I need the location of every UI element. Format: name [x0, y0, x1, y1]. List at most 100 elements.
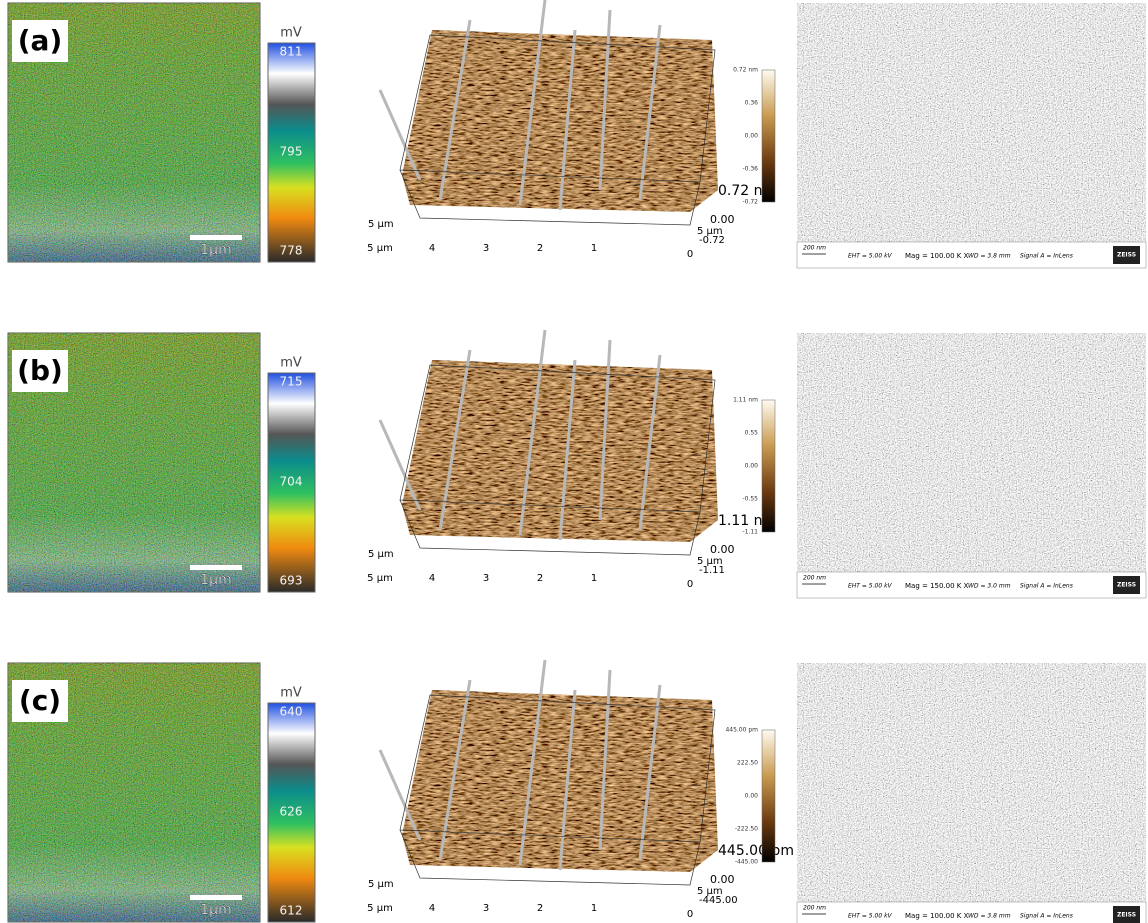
afm-box: [399, 694, 716, 843]
sem-info-bar: [796, 241, 1147, 269]
sem-brand-box: [1113, 906, 1140, 923]
sem-signal: Signal A = InLens: [1020, 253, 1073, 260]
scale-bar: [190, 565, 242, 570]
kpfm-tick: 778: [280, 244, 303, 258]
afm-x-tick: 5 µm: [367, 903, 393, 914]
afm-depth-axis: 5 µm: [697, 556, 723, 567]
afm-spike: [378, 89, 422, 181]
scale-bar-label: 1µm: [200, 572, 231, 588]
label-box: [12, 350, 68, 392]
panel-label: (b): [17, 354, 63, 387]
afm-x-tick: 0: [687, 579, 693, 590]
afm-colorbar-tick: -0.72: [742, 199, 758, 206]
afm-spike: [378, 749, 422, 841]
afm-x-tick: 3: [483, 243, 489, 254]
scale-bar: [190, 895, 242, 900]
afm-spike: [558, 359, 577, 541]
sem-scale: 200 nm: [803, 575, 826, 582]
label-box: [12, 20, 68, 62]
afm-colorbar-tick: 445.00 pm: [725, 727, 758, 734]
afm-x-tick: 1: [591, 573, 597, 584]
afm-colorbar-tick: -222.50: [735, 826, 758, 833]
kpfm-colorbar: [267, 42, 316, 263]
afm-surface: [402, 690, 718, 872]
afm-spike: [518, 329, 547, 536]
sem-signal: Signal A = InLens: [1020, 583, 1073, 590]
kpfm-tick: 715: [280, 375, 303, 389]
afm-spike: [438, 19, 472, 201]
sem-wd: WD = 3.8 mm: [968, 253, 1011, 260]
kpfm-tick: 626: [280, 805, 303, 819]
afm-colorbar: [761, 729, 776, 863]
afm-box: [399, 34, 716, 183]
afm-spike: [438, 349, 472, 531]
panel-row: (b) 1µm mV 715 704 693 5 µm 5 µm 4 3 2 1 0 5 µm 1.11 n…: [7, 329, 1147, 599]
afm-depth-axis: 5 µm: [697, 226, 723, 237]
afm-x-tick: 3: [483, 903, 489, 914]
afm-x-tick: 2: [537, 903, 543, 914]
afm-x-tick: 1: [591, 243, 597, 254]
scale-bar-label: 1µm: [200, 242, 231, 258]
kpfm-tick: 795: [280, 145, 303, 159]
afm-x-tick: 0: [687, 249, 693, 260]
kpfm-unit: mV: [280, 26, 302, 41]
kpfm-unit: mV: [280, 686, 302, 701]
sem-info-bar: [796, 901, 1147, 923]
kpfm-colorbar: [267, 702, 316, 923]
afm-colorbar: [761, 69, 776, 203]
kpfm-tick: 693: [280, 574, 303, 588]
sem-mag: Mag = 100.00 K X: [905, 912, 969, 920]
kpfm-tick: 811: [280, 45, 303, 59]
panel-row: (c) 1µm mV 640 626 612 5 µm 5 µm 4 3 2 1 0 5 µm 445.00…: [7, 659, 1147, 923]
afm-z-min: -0.72: [699, 235, 725, 246]
afm-spike: [558, 29, 577, 211]
afm-spike: [598, 9, 612, 191]
afm-colorbar-tick: 0.00: [745, 463, 759, 470]
sem-brand-box: [1113, 246, 1140, 264]
afm-spike: [558, 689, 577, 871]
afm-x-tick: 1: [591, 903, 597, 914]
afm-axis-left: 5 µm: [368, 549, 394, 560]
afm-colorbar-tick: 0.00: [745, 793, 759, 800]
kpfm-unit: mV: [280, 356, 302, 371]
afm-surface: [402, 360, 718, 542]
sem-brand: ZEISS: [1117, 582, 1136, 589]
sem-eht: EHT = 5.00 kV: [848, 583, 893, 590]
sem-image: [797, 333, 1146, 572]
afm-spike: [598, 339, 612, 521]
sem-brand: ZEISS: [1117, 252, 1136, 259]
afm-spike: [638, 24, 662, 201]
sem-info-bar: [796, 571, 1147, 599]
afm-z-min: -1.11: [699, 565, 725, 576]
sem-brand: ZEISS: [1117, 912, 1136, 919]
afm-spike: [378, 419, 422, 511]
kpfm-tick: 640: [280, 705, 303, 719]
kpfm-tick: 612: [280, 904, 303, 918]
afm-colorbar-tick: -445.00: [735, 859, 758, 866]
afm-x-tick: 5 µm: [367, 243, 393, 254]
sem-scale: 200 nm: [803, 905, 826, 912]
sem-signal: Signal A = InLens: [1020, 913, 1073, 920]
sem-wd: WD = 3.8 mm: [968, 913, 1011, 920]
afm-colorbar-tick: -1.11: [742, 529, 758, 536]
afm-colorbar-tick: 0.00: [745, 133, 759, 140]
afm-colorbar-tick: -0.55: [742, 496, 758, 503]
scale-bar: [190, 235, 242, 240]
afm-z-max: 1.11 nm: [718, 513, 776, 529]
sem-mag: Mag = 150.00 K X: [905, 582, 969, 590]
kpfm-colorbar: [267, 372, 316, 593]
afm-spike: [598, 669, 612, 851]
sem-eht: EHT = 5.00 kV: [848, 253, 893, 260]
afm-colorbar: [761, 399, 776, 533]
panel-row: (a) 1µm mV 811 795 778 5 µm 5 µm 4 3 2 1 0 5 µm 0.72 n…: [7, 0, 1147, 269]
afm-x-tick: 4: [429, 903, 435, 914]
afm-z-max: 0.72 nm: [718, 183, 776, 199]
afm-axis-left: 5 µm: [368, 879, 394, 890]
afm-box-front: [399, 499, 701, 556]
afm-surface: [402, 30, 718, 212]
afm-z-zero: 0.00: [710, 543, 735, 556]
sem-brand-box: [1113, 576, 1140, 594]
afm-box: [399, 364, 716, 513]
afm-depth-axis: 5 µm: [697, 886, 723, 897]
